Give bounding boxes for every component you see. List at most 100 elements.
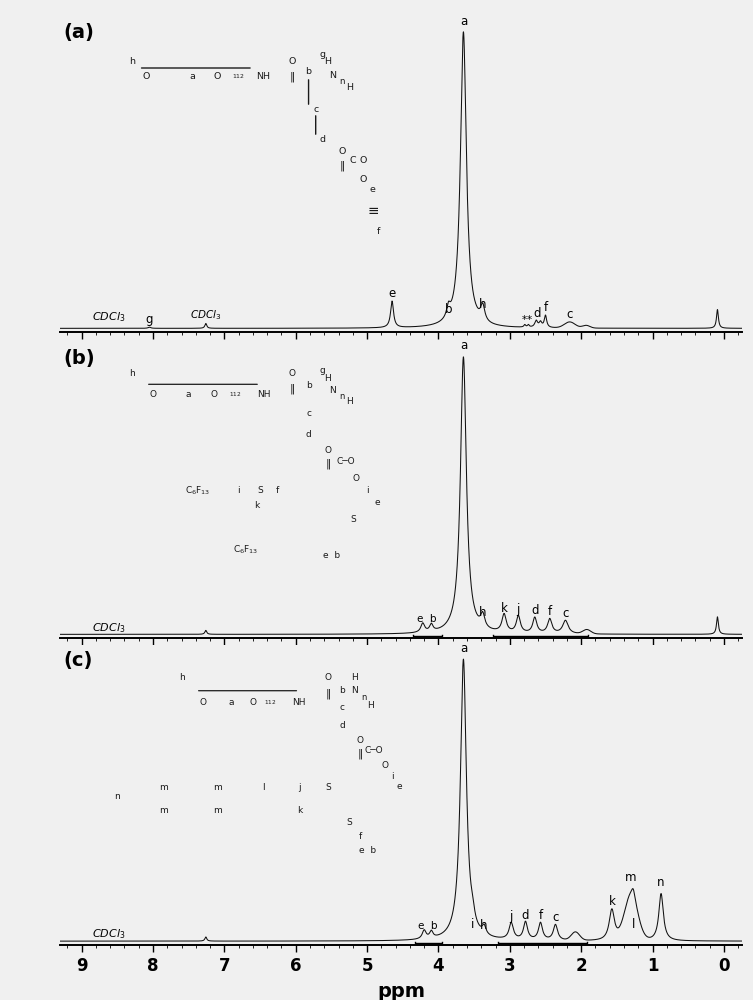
Text: a: a — [229, 698, 234, 707]
Text: i: i — [366, 486, 368, 495]
Text: g: g — [320, 366, 326, 375]
Text: e  b: e b — [358, 846, 376, 855]
Text: CDCl$_3$: CDCl$_3$ — [93, 621, 126, 635]
Text: ‖: ‖ — [325, 459, 331, 469]
Text: m: m — [625, 871, 636, 884]
Text: f: f — [538, 909, 543, 922]
Text: O: O — [142, 72, 150, 81]
Text: C─O: C─O — [365, 746, 383, 755]
Text: $_{112}$: $_{112}$ — [232, 72, 245, 81]
Text: n: n — [114, 792, 120, 801]
Text: k: k — [254, 501, 259, 510]
Text: n: n — [340, 392, 345, 401]
Text: $_{112}$: $_{112}$ — [264, 698, 277, 707]
Text: NH: NH — [292, 698, 306, 707]
Text: (c): (c) — [63, 651, 93, 670]
Text: O: O — [360, 156, 367, 165]
Text: a: a — [189, 72, 195, 81]
Text: ‖: ‖ — [325, 688, 331, 699]
Text: n: n — [657, 876, 665, 889]
Text: h: h — [130, 369, 136, 378]
Text: N: N — [330, 386, 336, 395]
Text: O: O — [353, 474, 360, 483]
Text: (b): (b) — [63, 349, 95, 368]
Text: b: b — [340, 686, 345, 695]
Text: h: h — [479, 298, 486, 311]
Text: e: e — [370, 185, 376, 194]
Text: m: m — [160, 783, 168, 792]
Text: h: h — [479, 606, 486, 619]
Text: f: f — [544, 301, 547, 314]
Text: l: l — [632, 918, 635, 931]
Text: O: O — [210, 390, 217, 399]
Text: k: k — [297, 806, 302, 815]
Text: S: S — [350, 516, 355, 524]
Text: O: O — [249, 698, 257, 707]
Text: l: l — [262, 783, 265, 792]
Text: C$_6$F$_{13}$: C$_6$F$_{13}$ — [184, 484, 210, 497]
Text: ‖: ‖ — [340, 160, 345, 171]
Text: f: f — [276, 486, 279, 495]
Text: $_{112}$: $_{112}$ — [229, 390, 242, 399]
Text: ‖: ‖ — [358, 748, 362, 759]
Text: b: b — [306, 66, 312, 76]
Text: a: a — [460, 339, 467, 352]
Text: e  b: e b — [323, 551, 340, 560]
Text: n: n — [361, 693, 366, 702]
Text: O: O — [150, 390, 157, 399]
Text: c: c — [340, 703, 345, 712]
Text: O: O — [288, 369, 296, 378]
Text: n: n — [340, 77, 345, 86]
Text: C$_6$F$_{13}$: C$_6$F$_{13}$ — [233, 543, 258, 556]
Text: c: c — [306, 409, 311, 418]
Text: O: O — [325, 446, 331, 455]
Text: c: c — [562, 607, 569, 620]
Text: ‖: ‖ — [289, 72, 295, 82]
Text: a: a — [460, 15, 467, 28]
Text: S: S — [346, 818, 352, 827]
Text: (a): (a) — [63, 23, 94, 42]
X-axis label: ppm: ppm — [377, 982, 425, 1000]
Text: CDCl$_3$: CDCl$_3$ — [93, 927, 126, 941]
Text: O: O — [214, 72, 221, 81]
Text: e  b: e b — [417, 614, 437, 624]
Text: b: b — [445, 303, 452, 316]
Text: c: c — [313, 105, 319, 114]
Text: *: * — [523, 315, 527, 325]
Text: e  b: e b — [418, 921, 437, 931]
Text: H: H — [367, 700, 374, 710]
Text: k: k — [608, 895, 615, 908]
Text: d: d — [533, 307, 541, 320]
Text: j: j — [517, 603, 520, 616]
Text: j: j — [298, 783, 300, 792]
Text: *: * — [526, 315, 532, 325]
Text: g: g — [320, 50, 326, 59]
Text: k: k — [501, 602, 508, 615]
Text: d: d — [340, 720, 345, 730]
Text: O: O — [200, 698, 206, 707]
Text: N: N — [329, 71, 337, 80]
Text: m: m — [213, 806, 221, 815]
Text: j: j — [510, 910, 513, 923]
Text: O: O — [325, 673, 331, 682]
Text: H: H — [346, 397, 352, 406]
Text: d: d — [522, 909, 529, 922]
Text: NH: NH — [257, 390, 270, 399]
Text: g: g — [145, 313, 153, 326]
Text: m: m — [160, 806, 168, 815]
Text: O: O — [360, 174, 367, 184]
Text: H: H — [325, 374, 331, 383]
Text: d: d — [320, 135, 326, 144]
Text: h: h — [179, 673, 185, 682]
Text: N: N — [351, 686, 358, 695]
Text: d: d — [531, 604, 538, 617]
Text: i: i — [237, 486, 240, 495]
Text: S: S — [258, 486, 263, 495]
Text: m: m — [213, 783, 221, 792]
Text: e: e — [375, 498, 380, 507]
Text: h: h — [130, 57, 136, 66]
Text: H: H — [325, 57, 331, 66]
Text: S: S — [325, 783, 331, 792]
Text: b: b — [306, 381, 312, 390]
Text: a: a — [186, 390, 191, 399]
